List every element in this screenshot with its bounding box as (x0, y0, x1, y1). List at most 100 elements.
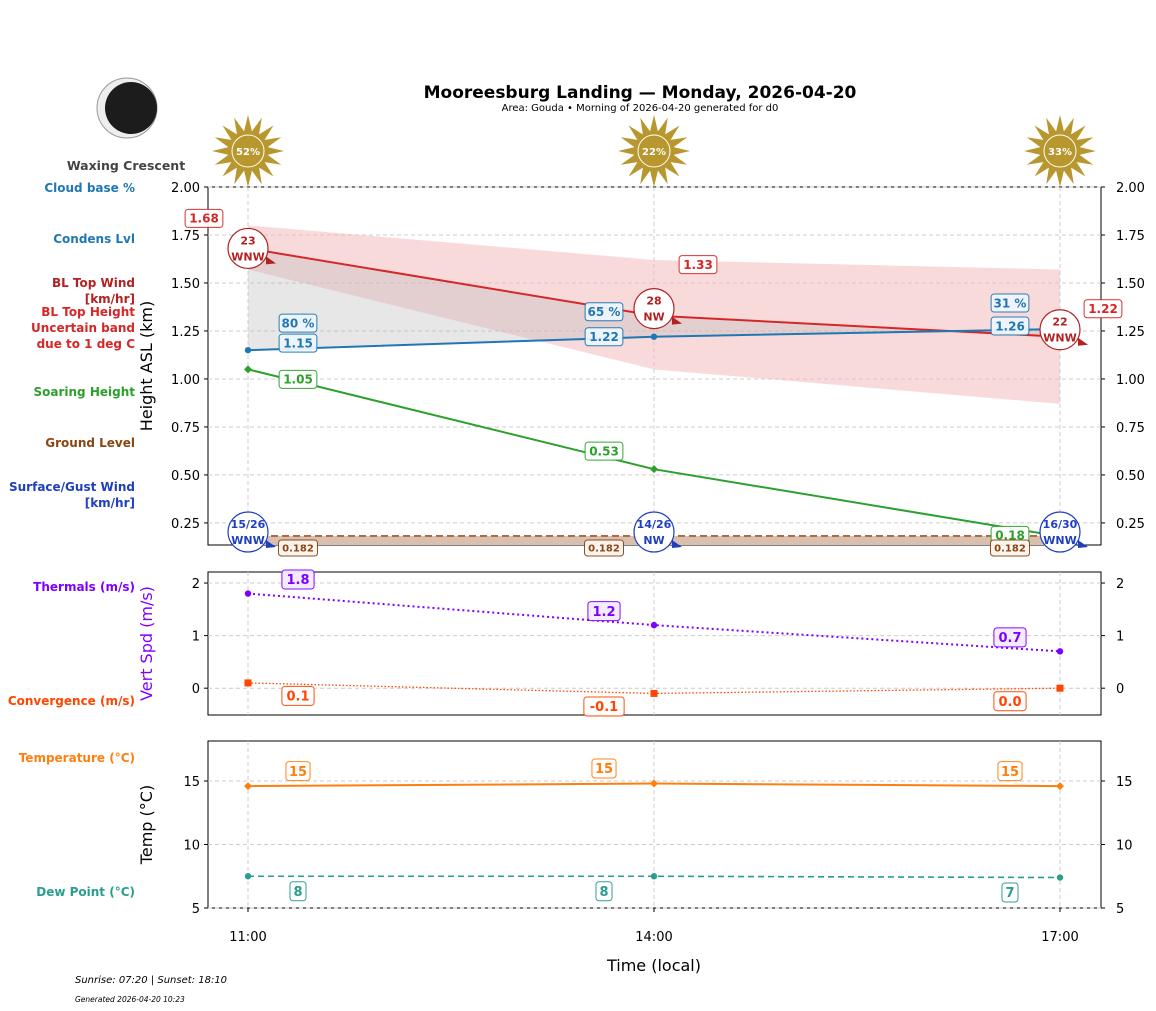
y-tick-label-right: 15 (1116, 775, 1133, 790)
sun-cover-pct: 52% (236, 147, 260, 158)
y-tick-label: 1.25 (171, 325, 200, 340)
thermals-value: 0.7 (998, 631, 1021, 646)
surface-wind-marker-direction: WNW (1043, 534, 1076, 547)
page-subtitle: Area: Gouda • Morning of 2026-04-20 gene… (501, 103, 779, 114)
temperature-value-box (997, 761, 1023, 782)
temperature-value-box (285, 761, 311, 782)
ground-value: 0.182 (588, 544, 620, 555)
y-tick-label: 0 (192, 682, 200, 697)
y-tick-label-right: 1.25 (1116, 325, 1145, 340)
y-tick-label-right: 1 (1116, 630, 1124, 645)
surface-wind-marker-speed: 16/30 (1043, 518, 1078, 531)
cloud-base-pct: 31 % (994, 296, 1027, 310)
convergence-value-box (993, 691, 1027, 712)
y-tick-label: 1.75 (171, 229, 200, 244)
y-tick-label-right: 5 (1116, 902, 1124, 917)
bl-wind-marker-direction: WNW (231, 250, 264, 263)
condens-value: 1.22 (589, 330, 619, 344)
thermals-line-point (1056, 648, 1064, 655)
convergence-line-point (244, 679, 252, 687)
y-tick-label: 0.75 (171, 421, 200, 436)
row-label: Soaring Height (34, 385, 136, 399)
temperature-value-box (591, 758, 617, 779)
y-tick-label: 2 (192, 577, 200, 592)
y-axis-label: Vert Spd (m/s) (137, 586, 156, 701)
condens-value-box (584, 327, 624, 347)
bl-wind-marker-arrow-icon (266, 256, 276, 265)
page-title: Mooreesburg Landing — Monday, 2026-04-20 (423, 83, 857, 103)
thermals-value: 1.2 (592, 605, 615, 620)
temperature-value: 15 (289, 765, 307, 780)
row-label: Temperature (°C) (19, 751, 135, 765)
soaring-value-box (584, 441, 624, 461)
thermals-value: 1.8 (286, 573, 309, 588)
sun-cover-pct: 22% (642, 147, 666, 158)
surface-wind-marker-circle (227, 511, 269, 553)
cloud-base-pct-box (584, 302, 624, 322)
surface-wind-marker-speed: 14/26 (637, 518, 672, 531)
y-tick-label-right: 1.00 (1116, 373, 1145, 388)
y-tick-label-right: 0.50 (1116, 469, 1145, 484)
surface-wind-marker-circle (633, 511, 675, 553)
y-tick-label-right: 0.25 (1116, 517, 1145, 532)
y-axis-label: Temp (°C) (137, 785, 156, 865)
sun-cover-pct: 33% (1048, 147, 1072, 158)
condens-value: 1.15 (283, 336, 313, 350)
soaring-line-point (650, 465, 658, 474)
condens-value-box (278, 333, 318, 353)
dew-point-line-point (650, 873, 658, 880)
bl-wind-marker-speed: 22 (1052, 316, 1067, 329)
sun-icon (212, 115, 284, 187)
x-tick-label: 14:00 (635, 930, 672, 945)
x-tick-label: 17:00 (1041, 930, 1078, 945)
bl-top-value-box (1083, 299, 1123, 319)
bl-wind-marker-circle (1039, 309, 1081, 351)
row-label: Dew Point (°C) (36, 885, 135, 899)
bl-wind-marker-direction: WNW (1043, 332, 1076, 345)
cloud-base-pct: 80 % (282, 316, 315, 330)
row-label: [km/hr] (85, 292, 135, 306)
moon-phase-label: Waxing Crescent (66, 158, 186, 173)
cloud-base-pct-box (278, 313, 318, 333)
y-tick-label-right: 0 (1116, 682, 1124, 697)
convergence-value-box (583, 696, 625, 717)
thermals-value-box (587, 601, 621, 622)
soaring-value-box (278, 369, 318, 389)
temperature-value: 15 (595, 762, 613, 777)
bl-wind-marker-arrow-icon (1078, 337, 1088, 346)
y-tick-label: 0.25 (171, 517, 200, 532)
cloud-base-pct-box (990, 293, 1030, 313)
bl-top-value-box (678, 255, 718, 275)
cloud-base-pct: 65 % (588, 305, 621, 319)
row-label: Condens Lvl (53, 232, 135, 246)
row-label: Uncertain band (31, 321, 135, 335)
sunrise-sunset: Sunrise: 07:20 | Sunset: 18:10 (75, 975, 228, 986)
dew-point-value: 8 (599, 885, 608, 900)
sun-disc (1043, 134, 1077, 168)
y-tick-label: 0.50 (171, 469, 200, 484)
sun-icon (1024, 115, 1096, 187)
surface-wind-marker-speed: 15/26 (231, 518, 266, 531)
y-tick-label: 15 (183, 775, 200, 790)
dew-point-value: 7 (1005, 886, 1014, 901)
soaring-value: 1.05 (283, 373, 313, 387)
y-tick-label-right: 2 (1116, 577, 1124, 592)
bl-wind-marker-speed: 23 (240, 234, 255, 247)
y-tick-label: 2.00 (171, 181, 200, 196)
surface-wind-marker-direction: WNW (231, 534, 264, 547)
ground-value: 0.182 (282, 544, 314, 555)
bl-wind-marker-arrow-icon (672, 316, 682, 325)
x-tick-label: 11:00 (229, 930, 266, 945)
row-label: Cloud base % (44, 181, 135, 195)
surface-wind-marker-direction: NW (643, 534, 664, 547)
temperature-line-point (1056, 782, 1064, 791)
soaring-value: 0.18 (995, 529, 1025, 543)
temperature-line-point (244, 782, 252, 791)
convergence-value-box (281, 685, 315, 706)
bl-top-value: 1.33 (683, 258, 713, 272)
condens-value-box (990, 316, 1030, 336)
dew-point-value-box (289, 881, 307, 902)
ground-value-box (584, 539, 624, 557)
surface-wind-marker-arrow-icon (266, 540, 276, 548)
